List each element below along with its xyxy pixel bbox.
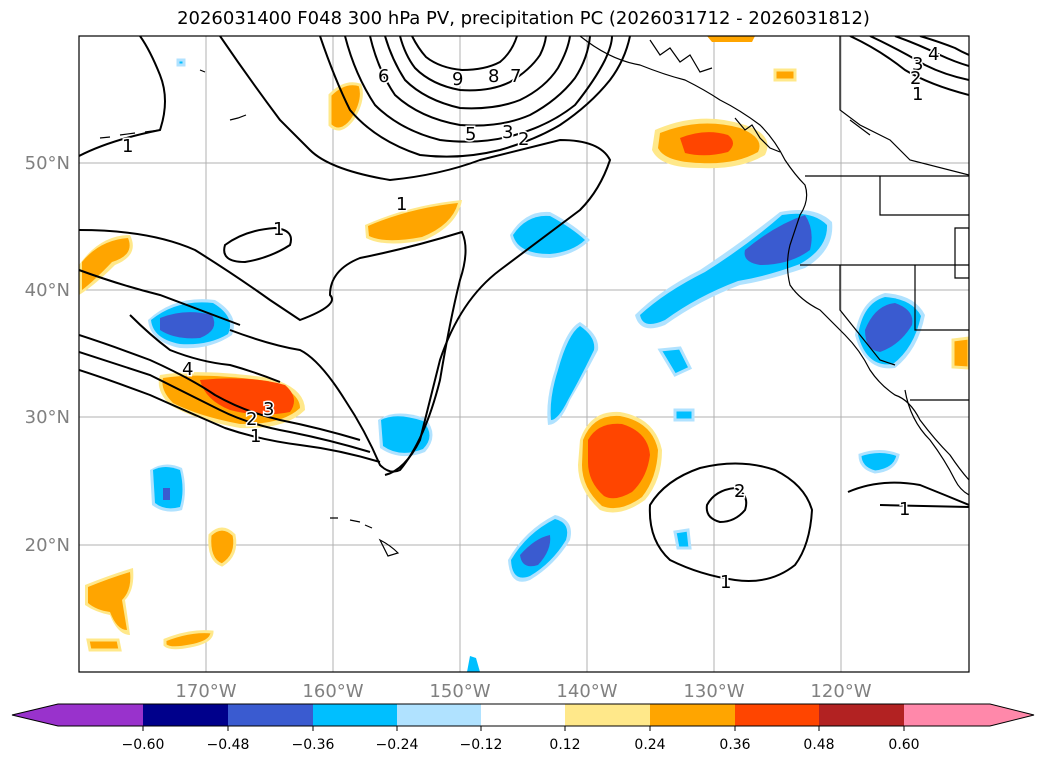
colorbar-outline bbox=[11, 703, 1035, 727]
contour-label: 1 bbox=[396, 194, 407, 215]
contour-label: 1 bbox=[122, 136, 133, 157]
colorbar-segment bbox=[58, 704, 143, 726]
colorbar-segment bbox=[481, 704, 565, 726]
contour-label: 1 bbox=[899, 499, 910, 520]
chart-title: 2026031400 F048 300 hPa PV, precipitatio… bbox=[177, 8, 870, 29]
contour-label: 3 bbox=[502, 122, 513, 143]
colorbar-tick-label: −0.60 bbox=[122, 737, 165, 753]
colorbar-ticks bbox=[142, 726, 905, 731]
lon-label: 140°W bbox=[556, 681, 617, 702]
pv-contours bbox=[79, 36, 969, 582]
colorbar-segment bbox=[143, 704, 228, 726]
colorbar-tick-label: −0.36 bbox=[292, 737, 335, 753]
contour-label: 4 bbox=[928, 44, 939, 65]
precip-negative bbox=[148, 58, 925, 672]
lon-label: 150°W bbox=[429, 681, 490, 702]
colorbar-tick-label: 0.60 bbox=[888, 737, 919, 753]
colorbar: −0.60 −0.48 −0.36 −0.24 −0.12 0.12 0.24 … bbox=[11, 703, 1035, 753]
colorbar-segment bbox=[650, 704, 735, 726]
colorbar-segment bbox=[397, 704, 481, 726]
colorbar-segment bbox=[904, 704, 990, 726]
contour-label: 1 bbox=[912, 84, 923, 105]
lat-label: 40°N bbox=[25, 280, 70, 301]
colorbar-extend-low bbox=[12, 704, 58, 726]
contour-label: 1 bbox=[720, 572, 731, 593]
contour-label: 1 bbox=[273, 219, 284, 240]
map-content: 1 6 9 8 7 5 3 2 1 1 4 3 2 1 4 3 2 1 2 1 … bbox=[79, 36, 969, 672]
contour-label: 8 bbox=[488, 66, 499, 87]
contour-label: 5 bbox=[465, 124, 476, 145]
colorbar-tick-label: −0.48 bbox=[207, 737, 250, 753]
contour-label: 4 bbox=[182, 359, 193, 380]
contour-label: 2 bbox=[910, 68, 921, 89]
colorbar-segment bbox=[819, 704, 904, 726]
colorbar-tick-labels: −0.60 −0.48 −0.36 −0.24 −0.12 0.12 0.24 … bbox=[122, 737, 920, 753]
contour-label: 7 bbox=[510, 66, 521, 87]
colorbar-segment bbox=[735, 704, 819, 726]
lat-label: 30°N bbox=[25, 407, 70, 428]
contour-label: 2 bbox=[246, 409, 257, 430]
colorbar-tick-label: 0.12 bbox=[549, 737, 580, 753]
lon-labels: 170°W 160°W 150°W 140°W 130°W 120°W bbox=[175, 681, 871, 702]
contour-label: 2 bbox=[734, 481, 745, 502]
lon-label: 130°W bbox=[683, 681, 744, 702]
lon-label: 120°W bbox=[810, 681, 871, 702]
colorbar-segment bbox=[313, 704, 397, 726]
lat-labels: 50°N 40°N 30°N 20°N bbox=[25, 153, 70, 556]
colorbar-tick-label: 0.24 bbox=[634, 737, 665, 753]
coastlines bbox=[99, 36, 969, 557]
colorbar-tick-label: −0.12 bbox=[460, 737, 503, 753]
lon-label: 170°W bbox=[175, 681, 236, 702]
colorbar-segment bbox=[228, 704, 313, 726]
colorbar-tick-label: 0.36 bbox=[719, 737, 750, 753]
contour-label: 3 bbox=[263, 399, 274, 420]
lat-label: 20°N bbox=[25, 535, 70, 556]
colorbar-tick-label: −0.24 bbox=[376, 737, 419, 753]
contour-label: 1 bbox=[250, 426, 261, 447]
contour-label: 3 bbox=[912, 54, 923, 75]
lat-label: 50°N bbox=[25, 153, 70, 174]
contour-label: 9 bbox=[452, 69, 463, 90]
precip-positive bbox=[79, 36, 969, 652]
contour-label: 6 bbox=[378, 66, 389, 87]
colorbar-extend-high bbox=[990, 704, 1034, 726]
map-frame bbox=[78, 35, 970, 673]
colorbar-segment bbox=[565, 704, 650, 726]
colorbar-tick-label: 0.48 bbox=[803, 737, 834, 753]
lon-label: 160°W bbox=[302, 681, 363, 702]
contour-label: 2 bbox=[518, 129, 529, 150]
contour-labels: 1 6 9 8 7 5 3 2 1 1 4 3 2 1 4 3 2 1 2 1 … bbox=[121, 43, 941, 595]
